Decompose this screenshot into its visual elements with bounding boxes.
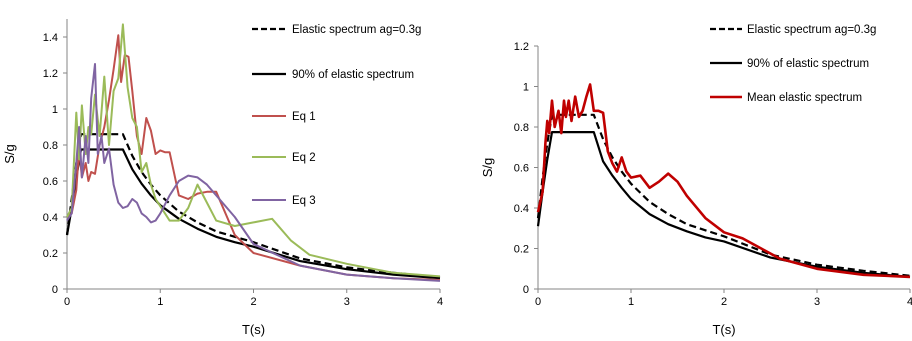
x-axis-label: T(s): [712, 322, 735, 337]
x-tick-label: 3: [344, 296, 350, 308]
y-tick-label: 1: [52, 104, 58, 116]
y-tick-label: 0: [523, 284, 529, 296]
x-tick-label: 2: [250, 296, 256, 308]
y-tick-label: 0.8: [514, 122, 529, 134]
y-axis-label: S/g: [2, 144, 17, 164]
x-tick-label: 4: [907, 296, 912, 308]
y-tick-label: 0.2: [43, 248, 58, 260]
x-tick-label: 4: [437, 296, 443, 308]
y-tick-label: 0.4: [43, 212, 58, 224]
series-line-0: [536, 113, 911, 277]
x-tick-label: 1: [157, 296, 163, 308]
y-tick-label: 0.6: [514, 163, 529, 175]
legend-label-0: Elastic spectrum ag=0.3g: [747, 24, 876, 36]
y-tick-label: 0.4: [514, 203, 529, 215]
y-tick-label: 0.6: [43, 176, 58, 188]
x-tick-label: 0: [535, 296, 541, 308]
legend-label-2: Mean elastic spectrum: [747, 92, 862, 104]
series-line-1: [65, 148, 441, 280]
y-tick-label: 0.2: [514, 244, 529, 256]
series-line-1: [536, 131, 911, 278]
x-tick-label: 1: [628, 296, 634, 308]
legend-label-2: Eq 1: [292, 111, 316, 123]
y-tick-label: 1.4: [43, 32, 58, 44]
series-line-2: [536, 83, 911, 279]
legend-label-3: Eq 2: [292, 152, 316, 164]
legend-label-0: Elastic spectrum ag=0.3g: [292, 24, 421, 36]
series-line-3: [66, 23, 441, 278]
series-line-4: [66, 63, 441, 282]
legend-label-4: Eq 3: [292, 195, 316, 207]
y-tick-label: 1: [523, 82, 529, 94]
legend-label-1: 90% of elastic spectrum: [747, 58, 869, 70]
y-tick-label: 1.2: [43, 68, 58, 80]
x-tick-label: 0: [64, 296, 70, 308]
x-axis-label: T(s): [242, 322, 265, 337]
x-tick-label: 3: [814, 296, 820, 308]
right-chart: 0 0.2 0.4 0.6 0.8 1 1.2 0 1 2 3 4 T(s) S/g Elastic spe…: [480, 24, 912, 337]
series-line-0: [65, 133, 441, 279]
y-axis-label: S/g: [480, 158, 495, 178]
x-tick-label: 2: [721, 296, 727, 308]
y-tick-label: 0: [52, 284, 58, 296]
left-chart: 0 0.2 0.4 0.6 0.8 1 1.2 1.4 0 1 2 3 4 T(s) S/g Elastic …: [2, 19, 443, 337]
y-tick-label: 0.8: [43, 140, 58, 152]
legend-label-1: 90% of elastic spectrum: [292, 69, 414, 81]
y-tick-label: 1.2: [514, 41, 529, 53]
